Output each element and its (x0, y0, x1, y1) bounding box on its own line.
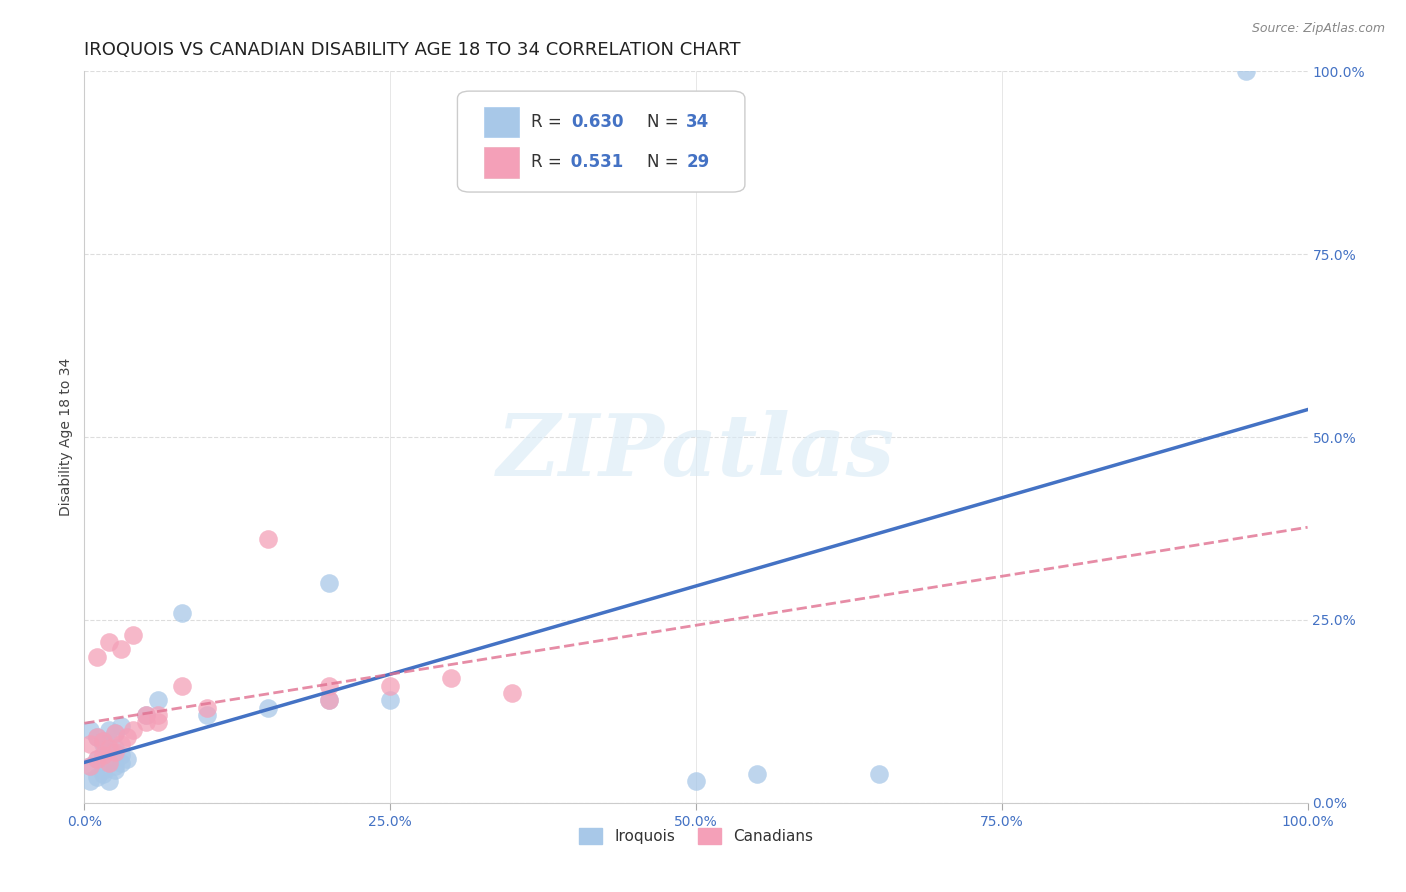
Point (502, 686, 524, 700)
Point (135, 708, 157, 723)
Text: R =: R = (531, 153, 567, 171)
Point (110, 756, 132, 770)
Text: ZIPatlas: ZIPatlas (496, 410, 896, 493)
Point (146, 693, 169, 707)
Point (86, 730, 108, 744)
Point (97, 723, 120, 737)
Point (122, 723, 145, 737)
Point (86, 730, 108, 744)
Point (79, 759, 101, 773)
Text: N =: N = (647, 153, 683, 171)
Text: 0.531: 0.531 (565, 153, 623, 171)
Point (172, 606, 194, 620)
Point (318, 693, 340, 707)
Point (104, 740, 127, 755)
Point (86, 770, 108, 784)
Point (195, 708, 218, 723)
Point (97, 745, 120, 759)
Point (172, 679, 194, 693)
Point (122, 627, 145, 641)
Text: Source: ZipAtlas.com: Source: ZipAtlas.com (1251, 22, 1385, 36)
Text: 29: 29 (686, 153, 710, 171)
Point (104, 726, 127, 740)
Point (257, 700, 280, 714)
Point (257, 533, 280, 547)
Point (440, 672, 463, 686)
Point (318, 679, 340, 693)
Point (104, 726, 127, 740)
Text: 0.630: 0.630 (571, 113, 624, 131)
Text: 34: 34 (686, 113, 710, 131)
FancyBboxPatch shape (484, 106, 519, 137)
Point (110, 748, 132, 763)
Point (747, 766, 769, 780)
Point (97, 773, 120, 788)
Point (146, 708, 169, 723)
Point (79, 759, 101, 773)
Point (91, 763, 114, 777)
Point (1236, 64, 1258, 78)
Point (91, 748, 114, 763)
Point (115, 730, 138, 744)
Point (110, 719, 132, 733)
Point (115, 752, 138, 766)
Point (97, 740, 120, 755)
Point (146, 715, 169, 730)
Point (79, 773, 101, 788)
Point (135, 708, 157, 723)
Point (685, 773, 707, 788)
Point (318, 693, 340, 707)
Point (97, 756, 120, 770)
Point (79, 737, 101, 751)
Point (380, 679, 402, 693)
Point (97, 756, 120, 770)
Legend: Iroquois, Canadians: Iroquois, Canadians (572, 822, 820, 850)
Point (869, 766, 891, 780)
Point (91, 733, 114, 747)
Point (104, 763, 127, 777)
Point (91, 737, 114, 751)
Point (97, 635, 120, 649)
Text: N =: N = (647, 113, 683, 131)
FancyBboxPatch shape (484, 147, 519, 178)
Point (135, 715, 157, 730)
Point (91, 766, 114, 780)
Point (110, 642, 132, 657)
Y-axis label: Disability Age 18 to 34: Disability Age 18 to 34 (59, 358, 73, 516)
Point (86, 649, 108, 664)
Point (104, 759, 127, 773)
Point (380, 693, 402, 707)
Point (110, 737, 132, 751)
Text: R =: R = (531, 113, 567, 131)
Point (79, 723, 101, 737)
Point (195, 700, 218, 714)
Text: IROQUOIS VS CANADIAN DISABILITY AGE 18 TO 34 CORRELATION CHART: IROQUOIS VS CANADIAN DISABILITY AGE 18 T… (84, 41, 741, 59)
Point (104, 745, 127, 759)
Point (86, 752, 108, 766)
Point (91, 733, 114, 747)
Point (318, 576, 340, 591)
Point (86, 752, 108, 766)
FancyBboxPatch shape (457, 91, 745, 192)
